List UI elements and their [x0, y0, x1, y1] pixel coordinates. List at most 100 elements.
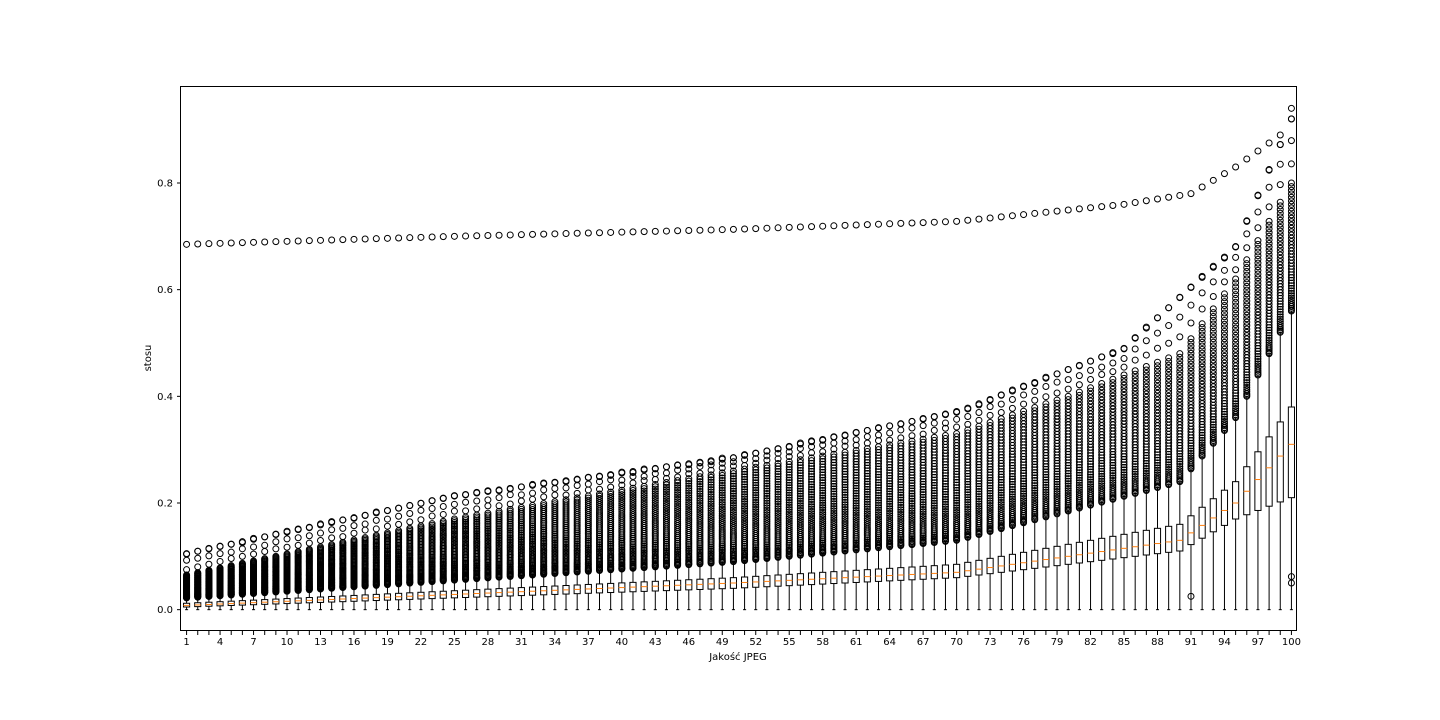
outlier — [551, 502, 559, 510]
outlier — [618, 486, 626, 494]
box-11 — [294, 237, 302, 611]
outlier — [696, 462, 704, 470]
box-86 — [1131, 199, 1139, 611]
outlier — [707, 490, 715, 498]
outlier — [272, 552, 280, 560]
box-68 — [930, 218, 938, 611]
outlier — [863, 433, 871, 441]
outlier — [718, 489, 726, 497]
outlier — [294, 526, 302, 534]
outlier — [540, 504, 548, 512]
outlier — [406, 518, 414, 526]
outlier — [718, 514, 726, 522]
outlier — [495, 494, 503, 502]
outlier — [261, 533, 269, 541]
box-53 — [763, 224, 771, 611]
outlier — [752, 474, 760, 482]
outlier — [361, 534, 369, 542]
outlier — [1109, 368, 1117, 376]
outlier — [707, 457, 715, 465]
outlier — [640, 477, 648, 485]
outlier — [707, 502, 715, 510]
outlier — [685, 491, 693, 499]
box-18 — [372, 235, 380, 611]
outlier — [741, 500, 749, 508]
outlier — [573, 494, 581, 502]
outlier-top — [361, 235, 369, 243]
outlier — [763, 497, 771, 505]
outlier — [439, 502, 447, 510]
outlier-top — [484, 232, 492, 240]
outlier — [618, 502, 626, 510]
outlier — [618, 488, 626, 496]
outlier-top — [662, 227, 670, 235]
outlier — [729, 506, 737, 514]
box — [953, 563, 961, 579]
outlier-top — [417, 233, 425, 241]
outlier — [930, 419, 938, 427]
outlier — [752, 481, 760, 489]
outlier — [238, 559, 246, 567]
outlier — [395, 512, 403, 520]
outlier-top — [1075, 205, 1083, 213]
outlier — [540, 502, 548, 510]
outlier — [741, 516, 749, 524]
outlier — [763, 509, 771, 517]
outlier-top — [785, 223, 793, 231]
outlier — [350, 529, 358, 537]
outlier — [383, 515, 391, 523]
outlier — [741, 485, 749, 493]
box — [1142, 529, 1150, 556]
box-37 — [584, 229, 592, 611]
box-25 — [450, 232, 458, 611]
outlier-top — [238, 239, 246, 247]
outlier-top — [919, 219, 927, 227]
outlier — [718, 503, 726, 511]
outlier-top — [250, 238, 258, 246]
outlier — [261, 541, 269, 549]
outlier — [685, 487, 693, 495]
outlier — [707, 493, 715, 501]
box-38 — [595, 229, 604, 611]
outlier — [729, 472, 737, 480]
outlier-top — [194, 240, 202, 248]
outlier-top — [283, 237, 291, 245]
outlier — [707, 504, 715, 512]
outlier — [763, 511, 771, 519]
box-75 — [1008, 212, 1016, 611]
outlier — [997, 408, 1005, 416]
outlier — [696, 483, 704, 491]
outlier — [651, 541, 659, 549]
outlier-top — [886, 220, 894, 228]
outlier — [729, 517, 737, 525]
outlier — [651, 480, 659, 488]
outlier-top — [450, 232, 458, 240]
outlier — [729, 492, 737, 500]
outlier — [729, 508, 737, 516]
outlier — [1075, 372, 1083, 380]
outlier — [763, 515, 771, 523]
outlier — [718, 501, 726, 509]
outlier — [752, 486, 760, 494]
outlier — [674, 493, 682, 501]
outlier — [551, 500, 559, 508]
outlier-top — [350, 235, 358, 243]
outlier — [729, 485, 737, 493]
outlier — [685, 482, 693, 490]
outlier — [875, 431, 882, 439]
outlier — [317, 537, 324, 545]
outlier — [875, 437, 882, 445]
outlier — [238, 545, 246, 553]
outlier — [718, 505, 726, 513]
outlier — [372, 509, 380, 517]
box-51 — [741, 225, 749, 611]
box-59 — [830, 222, 838, 611]
outlier — [707, 486, 715, 494]
outlier-top — [685, 227, 693, 235]
box — [1042, 547, 1050, 568]
outlier — [662, 474, 670, 482]
outlier — [305, 539, 313, 547]
outlier-top — [618, 228, 626, 236]
outlier — [696, 499, 704, 507]
outlier — [540, 480, 548, 488]
